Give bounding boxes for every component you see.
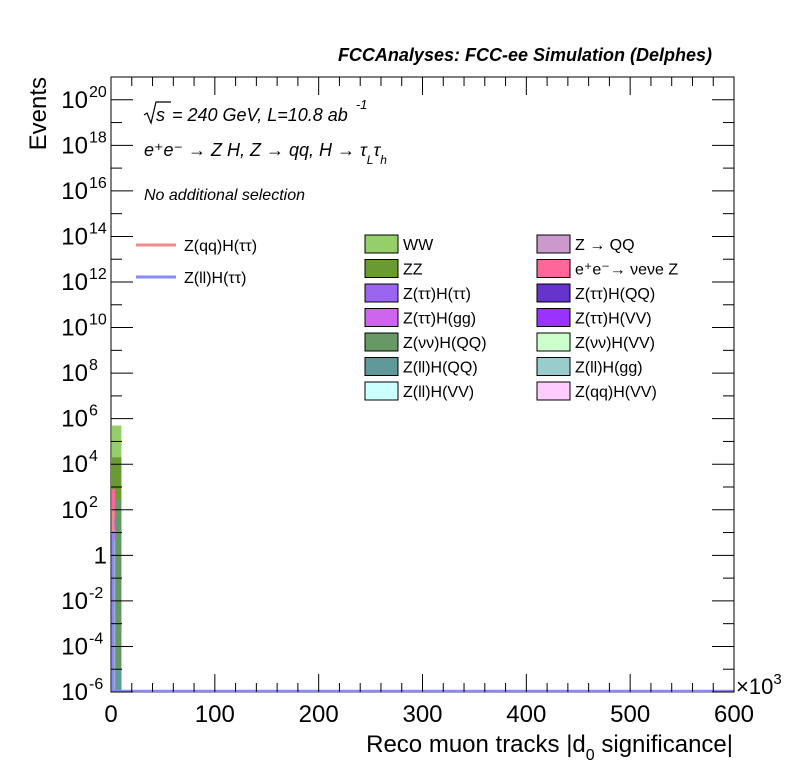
- y-tick-label: 1: [94, 542, 107, 569]
- legend-entry-label: Z(ll)H(QQ): [403, 360, 478, 377]
- legend-swatch: [364, 283, 399, 303]
- histogram-bar: [112, 498, 122, 692]
- energy-annotation: s = 240 GeV, L=10.8 ab-1: [143, 97, 367, 125]
- x-tick-label: 600: [714, 701, 754, 728]
- svg-text:s: s: [156, 105, 165, 125]
- y-tick-exponent: 4: [89, 448, 98, 465]
- signal-line: [111, 531, 734, 693]
- y-tick-exponent: -6: [89, 676, 103, 693]
- x-axis-label: Reco muon tracks |d0 significance|: [366, 731, 733, 764]
- legend-swatch: [364, 381, 399, 401]
- y-tick-exponent: 2: [89, 494, 98, 511]
- legend-swatch: [364, 308, 399, 327]
- y-tick-label: 10: [61, 497, 88, 524]
- y-tick-label: 10: [61, 360, 88, 387]
- signal-lines: [111, 508, 734, 693]
- y-tick-exponent: 6: [89, 403, 98, 420]
- legend-swatch: [364, 332, 399, 352]
- legend-entry-label: Z(ll)H(gg): [575, 360, 643, 377]
- y-tick-exponent: 8: [89, 357, 98, 374]
- legend-swatch: [536, 332, 571, 352]
- y-tick-exponent: 20: [89, 84, 107, 101]
- legend-entry-label: e⁺e⁻→ νeνe Z: [575, 262, 678, 279]
- y-tick-exponent: 14: [89, 220, 107, 237]
- legend-swatch: [364, 234, 399, 254]
- y-tick-label: 10: [61, 588, 88, 615]
- legend-swatch: [364, 357, 399, 376]
- y-tick-label: 10: [61, 223, 88, 250]
- x-axis-ticks: 0 100 200 300 400 500 600: [104, 77, 754, 728]
- x-tick-label: 0: [104, 701, 117, 728]
- legend-swatch: [536, 308, 571, 327]
- plot-title: FCCAnalyses: FCC-ee Simulation (Delphes): [338, 45, 712, 65]
- y-tick-label: 10: [61, 451, 88, 478]
- y-tick-exponent: -4: [89, 630, 103, 647]
- legend-entry-label: Z(ττ)H(gg): [403, 311, 476, 328]
- legend-swatch: [536, 234, 571, 254]
- legend-entry-label: Z(ττ)H(VV): [575, 311, 652, 328]
- process-annotation: e⁺e⁻ → Z H, Z → qq, H → τLτh: [144, 140, 387, 167]
- legend-entry-label: Z(νν)H(VV): [575, 335, 655, 352]
- y-tick-label: 10: [61, 406, 88, 433]
- legend-entry-label: Z(ττ)H(QQ): [575, 286, 655, 303]
- legend-entry-label: WW: [403, 237, 434, 254]
- legend-entry-label: ZZ: [403, 262, 423, 279]
- y-tick-exponent: 12: [89, 266, 107, 283]
- y-tick-label: 10: [61, 633, 88, 660]
- y-tick-label: 10: [61, 315, 88, 342]
- y-tick-label: 10: [61, 132, 88, 159]
- x-tick-label: 300: [402, 701, 442, 728]
- legend-entry-label: Z(ll)H(ττ): [184, 270, 246, 287]
- x-tick-label: 400: [506, 701, 546, 728]
- legend-swatch: [536, 259, 571, 278]
- legend-entry-label: Z(νν)H(QQ): [403, 335, 487, 352]
- legend-swatch: [536, 357, 571, 376]
- y-tick-label: 10: [61, 269, 88, 296]
- x-tick-label: 500: [610, 701, 650, 728]
- svg-text:= 240 GeV, L=10.8 ab-1: = 240 GeV, L=10.8 ab-1: [172, 97, 367, 125]
- x-multiplier: ×103: [736, 671, 782, 699]
- legend-swatch: [536, 381, 571, 401]
- legend-entry-label: Z(qq)H(VV): [575, 384, 657, 401]
- y-tick-exponent: 16: [89, 175, 107, 192]
- x-tick-label: 200: [299, 701, 339, 728]
- histogram-bar: [112, 669, 122, 692]
- y-axis-label: Events: [25, 77, 52, 150]
- legend-entry-label: Z(ττ)H(ττ): [403, 286, 471, 303]
- y-tick-label: 10: [61, 87, 88, 114]
- legend-entry-label: Z(ll)H(VV): [403, 384, 474, 401]
- legend-swatch: [364, 259, 399, 278]
- legend-entry-label: Z → QQ: [575, 237, 635, 254]
- y-tick-label: 10: [61, 679, 88, 706]
- y-tick-exponent: 18: [89, 129, 107, 146]
- x-tick-label: 100: [195, 701, 235, 728]
- selection-annotation: No additional selection: [144, 187, 305, 204]
- legend-entry-label: Z(qq)H(ττ): [184, 238, 257, 255]
- legend-swatch: [536, 283, 571, 303]
- y-tick-exponent: 10: [89, 312, 107, 329]
- y-tick-label: 10: [61, 178, 88, 205]
- y-tick-exponent: -2: [89, 585, 103, 602]
- legend: Z(qq)H(ττ) Z(ll)H(ττ) WW ZZ Z(ττ)H(ττ) Z(ττ)H…: [136, 234, 678, 401]
